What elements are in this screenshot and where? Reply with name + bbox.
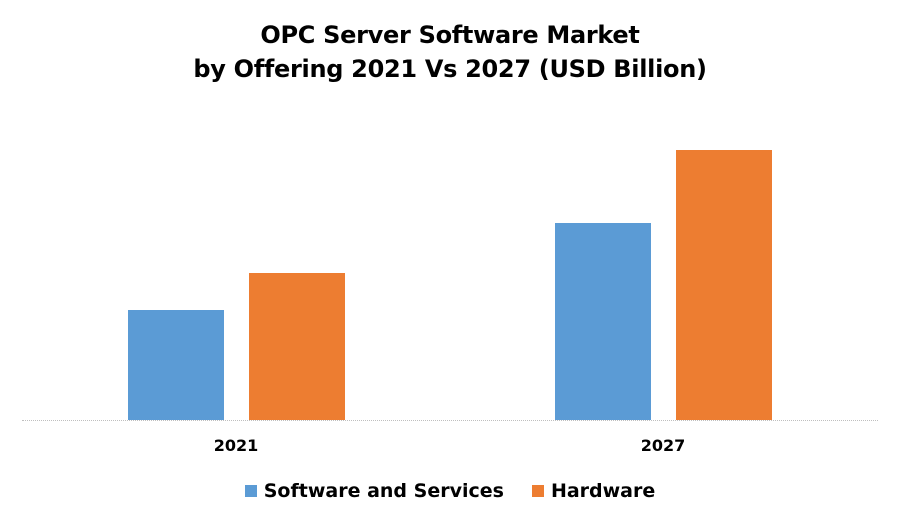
legend-label-software: Software and Services <box>263 480 504 502</box>
category-label-2027: 2027 <box>640 436 686 455</box>
bar-hardware-2021 <box>249 273 345 420</box>
legend-label-hardware: Hardware <box>550 480 656 502</box>
x-axis-baseline <box>22 420 878 421</box>
legend-item-software: Software and Services <box>244 480 504 502</box>
bar-software-2027 <box>555 223 651 420</box>
bar-software-2021 <box>128 310 224 420</box>
legend-item-hardware: Hardware <box>531 480 656 502</box>
chart-title-line1: OPC Server Software Market <box>260 21 640 49</box>
chart-title-line2: by Offering 2021 Vs 2027 (USD Billion) <box>193 55 707 83</box>
chart-title: OPC Server Software Market by Offering 2… <box>0 18 900 86</box>
legend-swatch-software <box>244 485 257 497</box>
legend-swatch-hardware <box>531 485 544 497</box>
category-label-2021: 2021 <box>213 436 259 455</box>
bar-hardware-2027 <box>676 150 772 420</box>
legend: Software and Services Hardware <box>0 480 900 502</box>
